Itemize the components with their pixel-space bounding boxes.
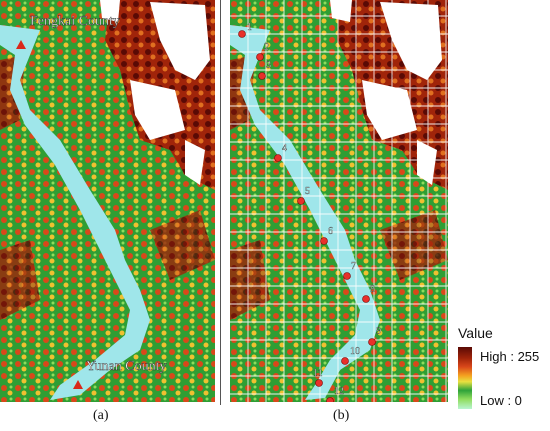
town-label-yunan: Yunan County	[86, 359, 167, 374]
sample-point-5	[297, 197, 305, 205]
caption-a: (a)	[93, 408, 109, 423]
terrain-map-a: Fengkai County Yunan County	[0, 0, 215, 402]
sample-point-2	[256, 53, 264, 61]
point-label-6: 6	[328, 226, 333, 237]
legend-title: Value	[458, 325, 493, 341]
legend-color-ramp	[458, 347, 472, 409]
point-label-9: 9	[376, 326, 381, 337]
sample-point-12	[326, 397, 334, 402]
sample-point-1	[238, 30, 246, 38]
point-label-2: 2	[264, 42, 269, 53]
legend-high-label: High : 255	[480, 349, 540, 364]
sample-point-6	[320, 237, 328, 245]
sample-point-10	[341, 357, 349, 365]
sample-point-4	[274, 154, 282, 162]
legend: Value High : 255 Low : 0	[458, 325, 548, 415]
sample-point-3	[258, 72, 266, 80]
sample-point-11	[315, 379, 323, 387]
point-label-3: 3	[266, 60, 271, 71]
point-label-12: 12	[334, 386, 344, 397]
point-label-5: 5	[305, 186, 310, 197]
grid-overlay	[230, 0, 448, 402]
town-marker-icon	[73, 380, 83, 389]
sample-point-9	[368, 338, 376, 346]
caption-b: (b)	[333, 408, 350, 423]
town-marker-icon	[16, 40, 26, 49]
sample-point-8	[362, 295, 370, 303]
point-label-7: 7	[351, 261, 356, 272]
point-label-8: 8	[370, 284, 375, 295]
map-panel-b: 1 2 3 4 5 6 7 8 9 10 11 12	[230, 0, 448, 402]
map-panel-a: Fengkai County Yunan County	[0, 0, 215, 402]
town-label-fengkai: Fengkai County	[30, 14, 120, 29]
sample-point-7	[343, 272, 351, 280]
terrain-map-b: 1 2 3 4 5 6 7 8 9 10 11 12	[230, 0, 448, 402]
panel-divider	[220, 0, 221, 405]
point-label-10: 10	[350, 346, 360, 357]
point-label-4: 4	[282, 143, 287, 154]
point-label-11: 11	[313, 368, 323, 379]
legend-low-label: Low : 0	[480, 393, 522, 408]
point-label-1: 1	[247, 22, 252, 33]
